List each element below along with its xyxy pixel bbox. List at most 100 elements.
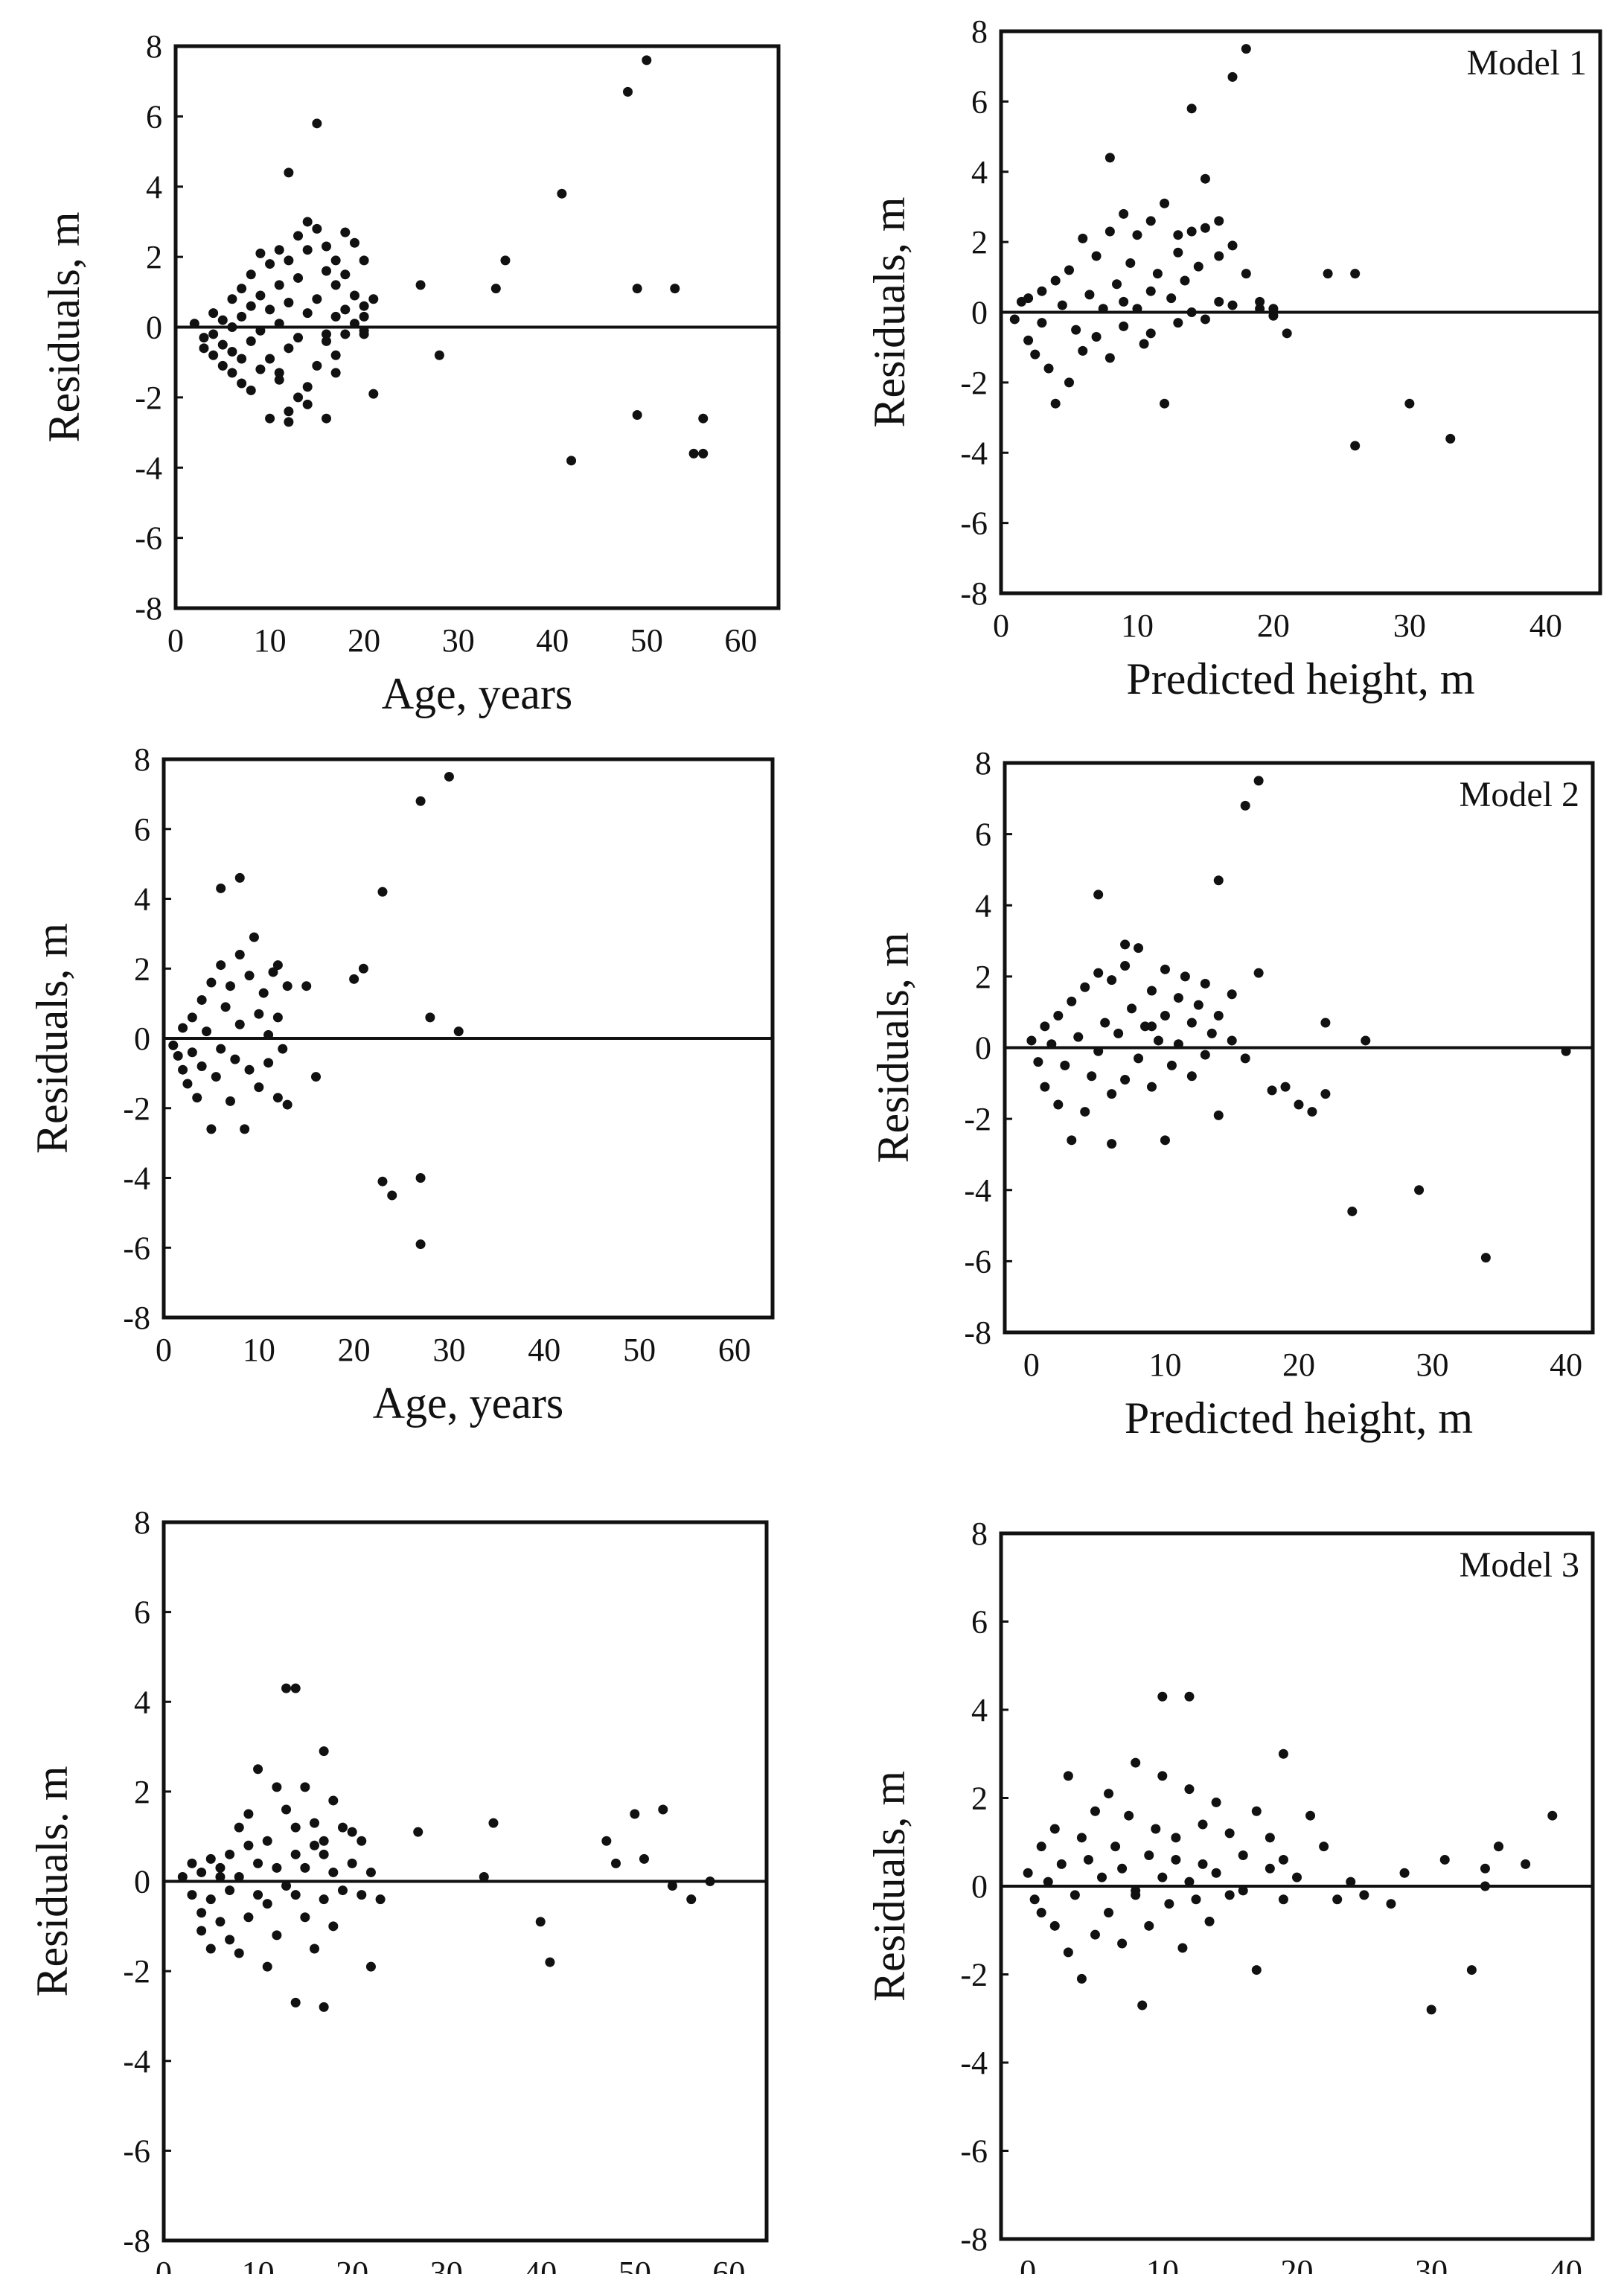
y-tick-label: 4 (134, 1684, 150, 1720)
x-tick-label: 50 (618, 2255, 651, 2274)
data-point (322, 329, 331, 339)
data-point (1160, 964, 1170, 974)
data-point (349, 237, 359, 248)
data-point (246, 301, 256, 311)
data-point (189, 319, 199, 329)
y-tick-label: 8 (146, 28, 162, 65)
y-tick-label: 6 (146, 98, 162, 135)
data-point (217, 315, 228, 325)
data-point (1049, 1824, 1060, 1834)
data-point (1119, 321, 1129, 331)
data-point (1076, 1973, 1087, 1984)
data-point (1332, 1894, 1343, 1905)
data-point (1120, 1075, 1131, 1085)
y-tick-label: -8 (960, 2221, 988, 2258)
data-point (1346, 1877, 1356, 1887)
y-tick-label: 2 (146, 239, 162, 275)
y-tick-label: 6 (134, 811, 150, 848)
data-point (187, 1858, 197, 1868)
data-point (1268, 304, 1279, 314)
data-point (535, 1917, 546, 1927)
data-point (453, 1026, 464, 1037)
data-point (1240, 800, 1250, 811)
data-point (205, 1944, 216, 1954)
data-point (1053, 1010, 1064, 1021)
data-point (1073, 1032, 1084, 1042)
data-point (1036, 1842, 1046, 1852)
data-point (1104, 1908, 1114, 1918)
data-point (216, 1044, 226, 1054)
data-point (1200, 173, 1210, 184)
data-point (1037, 318, 1047, 328)
data-point (215, 1871, 226, 1882)
data-point (263, 1029, 274, 1040)
data-point (290, 1683, 301, 1693)
data-point (168, 1040, 179, 1050)
data-point (1157, 1771, 1168, 1781)
data-point (1147, 1082, 1157, 1092)
data-point (234, 872, 245, 883)
data-point (1255, 304, 1265, 314)
data-point (1050, 398, 1061, 409)
data-point (1350, 441, 1361, 451)
data-point (601, 1836, 612, 1846)
y-tick-label: 0 (975, 1030, 991, 1067)
data-point (667, 1881, 677, 1891)
data-point (1445, 433, 1456, 444)
data-point (281, 1881, 292, 1891)
y-tick-label: -8 (135, 590, 162, 627)
data-point (328, 1921, 339, 1932)
data-point (187, 1047, 197, 1058)
y-tick-label: 0 (134, 1021, 150, 1057)
data-point (1145, 286, 1156, 296)
data-point (1186, 103, 1197, 114)
data-point (1227, 71, 1238, 82)
data-point (340, 329, 351, 339)
data-point (199, 333, 209, 343)
data-point (1350, 269, 1361, 279)
data-point (1087, 1071, 1097, 1082)
data-point (1049, 1920, 1060, 1931)
y-tick-label: 6 (134, 1594, 150, 1631)
data-point (319, 1894, 329, 1905)
x-tick-label: 30 (1393, 607, 1426, 644)
y-axis-label: Residuals. m (28, 1766, 77, 1997)
y-tick-label: 6 (971, 83, 988, 120)
data-point (658, 1804, 668, 1815)
data-point (1091, 332, 1102, 342)
data-point (1547, 1810, 1558, 1821)
y-tick-label: -4 (964, 1172, 991, 1209)
y-tick-label: -6 (964, 1243, 991, 1280)
data-point (340, 227, 351, 237)
model-label: Model 2 (1460, 775, 1579, 814)
data-point (425, 1012, 435, 1023)
data-point (1112, 279, 1122, 290)
data-point (263, 1058, 274, 1068)
data-point (1439, 1854, 1450, 1865)
data-point (1093, 1046, 1104, 1056)
x-tick-label: 0 (156, 2255, 172, 2274)
y-tick-label: 2 (971, 224, 988, 261)
data-point (262, 1961, 272, 1972)
data-point (1104, 353, 1115, 363)
data-point (246, 385, 256, 395)
data-point (220, 1002, 231, 1012)
x-tick-label: 0 (167, 622, 184, 659)
data-point (1153, 1035, 1163, 1046)
data-point (234, 1948, 244, 1958)
data-point (387, 1190, 397, 1201)
data-point (1053, 1099, 1064, 1110)
x-axis-label: Age, years (382, 669, 573, 718)
data-point (330, 311, 341, 322)
data-point (312, 223, 322, 234)
data-point (1107, 1089, 1117, 1099)
data-point (246, 336, 256, 346)
data-point (1305, 1810, 1316, 1821)
data-point (1084, 290, 1095, 300)
x-tick-label: 10 (242, 2255, 275, 2274)
data-point (1227, 1035, 1237, 1046)
x-tick-label: 50 (630, 622, 663, 659)
data-point (225, 1885, 235, 1896)
data-point (237, 378, 247, 389)
data-point (227, 294, 237, 304)
